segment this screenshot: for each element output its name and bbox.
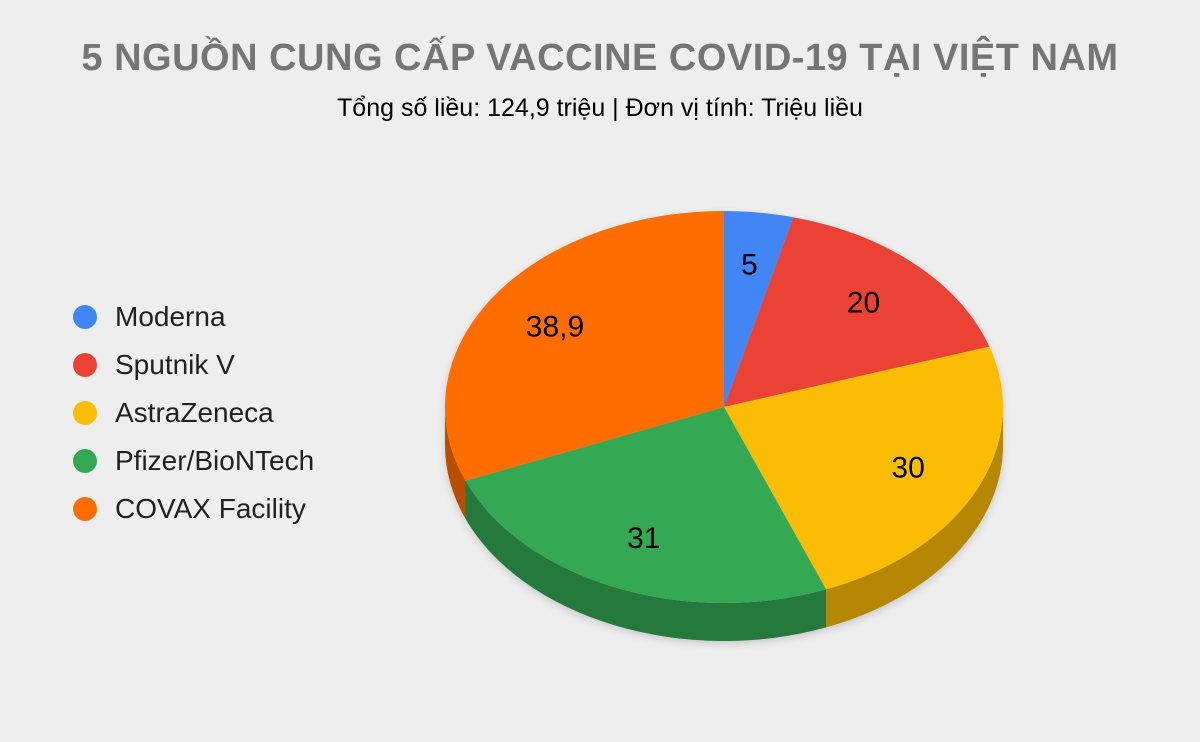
legend-item-moderna: Moderna <box>73 300 314 334</box>
legend-item-astrazeneca: AstraZeneca <box>73 396 314 430</box>
chart-title: 5 NGUỒN CUNG CẤP VACCINE COVID-19 TẠI VI… <box>81 37 1119 79</box>
legend-label-astrazeneca: AstraZeneca <box>115 397 274 428</box>
pie-slice-side-astrazeneca <box>826 407 1003 628</box>
legend-item-pfizer-biontech: Pfizer/BioNTech <box>73 444 314 478</box>
legend-swatch-astrazeneca <box>73 401 97 425</box>
pie-slice-astrazeneca <box>724 346 1003 590</box>
legend-label-pfizer-biontech: Pfizer/BioNTech <box>115 445 315 476</box>
legend-label-moderna: Moderna <box>115 301 226 332</box>
pie-slice-side-covax-facility <box>444 407 466 519</box>
legend-swatch-pfizer-biontech <box>73 449 97 473</box>
pie-slice-sputnik-v <box>724 217 990 407</box>
legend-item-sputnik-v: Sputnik V <box>73 348 314 382</box>
slice-value-covax-facility: 38,9 <box>526 311 584 344</box>
legend-swatch-moderna <box>73 305 97 329</box>
slice-value-moderna: 5 <box>741 249 758 282</box>
legend-label-sputnik-v: Sputnik V <box>115 349 235 380</box>
chart-legend: Moderna Sputnik V AstraZeneca Pfizer/Bio… <box>73 300 314 526</box>
chart-subtitle: Tổng số liều: 124,9 triệu | Đơn vị tính:… <box>337 94 863 122</box>
legend-label-covax-facility: COVAX Facility <box>115 493 306 524</box>
legend-swatch-covax-facility <box>73 497 97 521</box>
slice-value-sputnik-v: 20 <box>847 286 880 319</box>
pie-slice-side-pfizer-biontech <box>465 480 827 642</box>
slice-value-astrazeneca: 30 <box>891 452 924 485</box>
chart-header: 5 NGUỒN CUNG CẤP VACCINE COVID-19 TẠI VI… <box>0 36 1200 123</box>
legend-swatch-sputnik-v <box>73 353 97 377</box>
slice-value-pfizer-biontech: 31 <box>627 522 660 555</box>
pie-body <box>444 211 1003 642</box>
pie-slice-covax-facility <box>444 211 724 481</box>
pie-slice-pfizer-biontech <box>465 407 827 604</box>
legend-item-covax-facility: COVAX Facility <box>73 492 314 526</box>
pie-slice-moderna <box>724 211 794 407</box>
